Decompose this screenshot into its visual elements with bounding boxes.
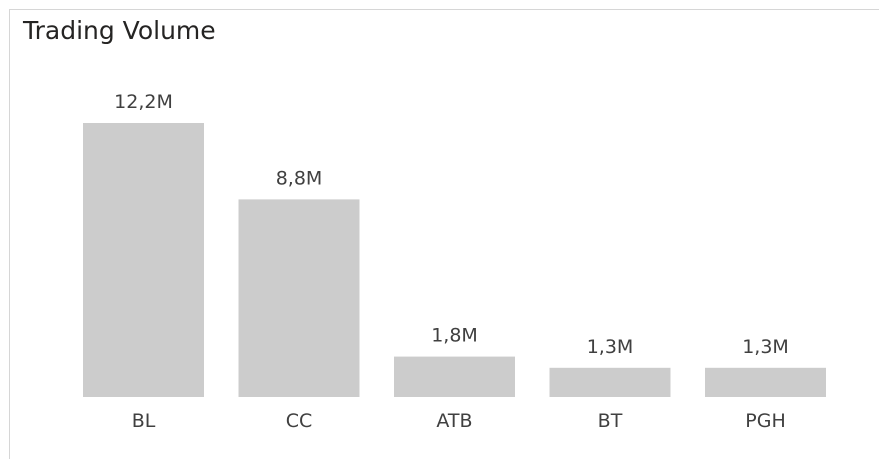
x-tick-label-pgh: PGH xyxy=(745,410,785,432)
data-label-bt: 1,3M xyxy=(587,336,634,358)
bar-pgh[interactable] xyxy=(705,367,826,397)
data-label-pgh: 1,3M xyxy=(742,336,789,358)
data-label-atb: 1,8M xyxy=(431,325,478,347)
x-tick-label-cc: CC xyxy=(286,410,313,432)
x-tick-label-bl: BL xyxy=(132,410,156,432)
data-label-bl: 12,2M xyxy=(114,91,173,113)
bar-chart: 12,2M BL 8,8M CC 1,8M ATB 1,3M BT 1,3M PGH xyxy=(83,91,826,432)
data-label-cc: 8,8M xyxy=(276,167,323,189)
chart-title: Trading Volume xyxy=(23,16,216,45)
bar-cc[interactable] xyxy=(238,199,360,397)
bar-atb[interactable] xyxy=(394,356,515,397)
x-tick-label-atb: ATB xyxy=(436,410,472,432)
x-tick-label-bt: BT xyxy=(598,410,623,432)
bar-bl[interactable] xyxy=(83,123,204,397)
chart-frame xyxy=(9,9,879,459)
bar-bt[interactable] xyxy=(549,367,671,397)
